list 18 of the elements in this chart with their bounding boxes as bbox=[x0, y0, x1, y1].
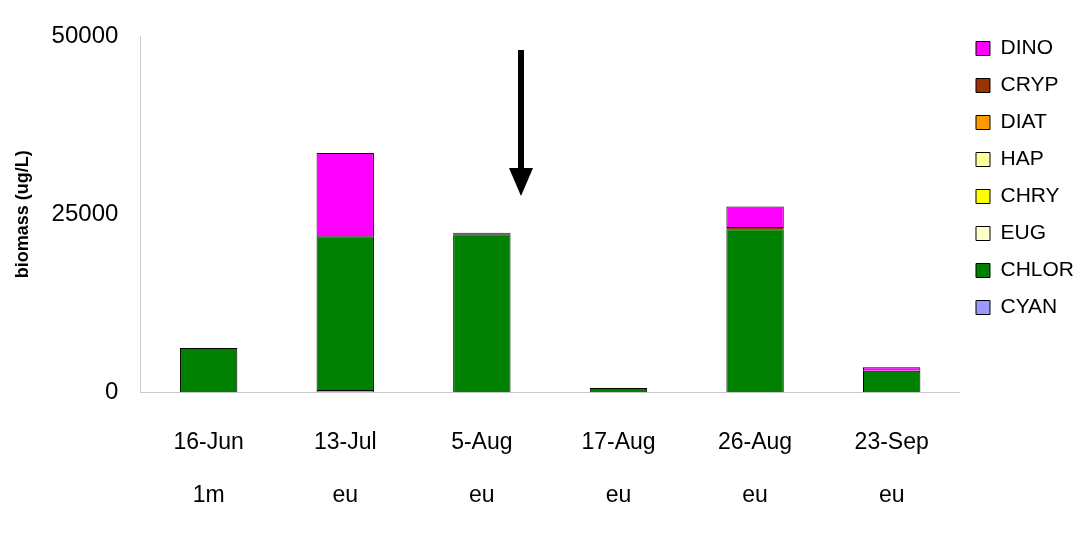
y-axis-title: biomass (ug/L) bbox=[11, 150, 32, 279]
legend-label: CHLOR bbox=[1000, 257, 1075, 281]
x-tick-label: 17-Aug eu bbox=[581, 427, 656, 507]
x-tick-label: 26-Aug eu bbox=[717, 427, 793, 507]
x-tick-label: 23-Sep eu bbox=[854, 427, 929, 507]
legend-label: HAP bbox=[1000, 146, 1044, 170]
legend-label: EUG bbox=[1000, 220, 1047, 244]
x-tick-label: 13-Jul eu bbox=[313, 427, 377, 507]
x-tick-label: 16-Jun 1m bbox=[173, 427, 244, 507]
y-tick-label: 0 bbox=[104, 376, 119, 404]
legend-label: CHRY bbox=[1000, 183, 1060, 207]
legend-label: CRYP bbox=[1000, 72, 1059, 96]
legend-label: DINO bbox=[1000, 35, 1053, 59]
legend-label: CYAN bbox=[1000, 294, 1058, 318]
legend-label: DIAT bbox=[1000, 109, 1047, 133]
y-tick-label: 25000 bbox=[51, 198, 119, 226]
y-tick-label: 50000 bbox=[51, 21, 119, 49]
x-tick-label: 5-Aug eu bbox=[451, 427, 513, 507]
